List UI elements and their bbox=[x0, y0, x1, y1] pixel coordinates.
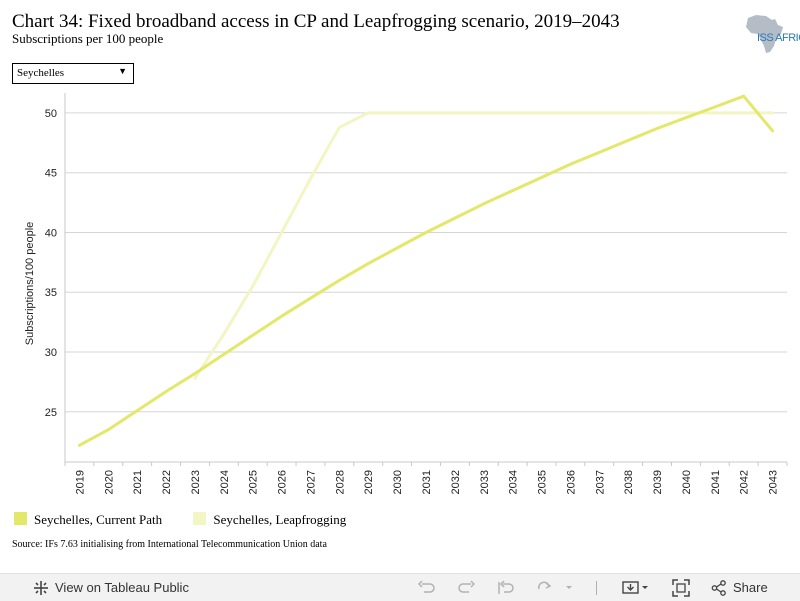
x-tick-label: 2027 bbox=[305, 470, 317, 494]
dropdown-selected-value: Seychelles bbox=[17, 67, 65, 79]
chart-subtitle: Subscriptions per 100 people bbox=[12, 31, 164, 46]
legend: Seychelles, Current Path Seychelles, Lea… bbox=[14, 512, 374, 530]
x-tick-label: 2028 bbox=[334, 470, 346, 494]
share-label: Share bbox=[733, 580, 768, 595]
x-tick-label: 2039 bbox=[652, 470, 664, 494]
view-on-tableau-label: View on Tableau Public bbox=[55, 580, 189, 595]
x-tick-label: 2031 bbox=[421, 470, 433, 494]
x-tick-label: 2029 bbox=[363, 470, 375, 494]
y-tick-label: 45 bbox=[45, 168, 57, 180]
fullscreen-icon bbox=[672, 579, 690, 597]
logo-text: ISS AFRICA bbox=[757, 32, 800, 44]
toolbar-divider bbox=[596, 581, 597, 595]
country-filter-dropdown[interactable]: Seychelles ▼ bbox=[12, 63, 134, 84]
line-chart: 25 30 35 40 45 50 2019 2020 2021 2022 2023 2024 2025… bbox=[24, 93, 788, 494]
x-tick-label: 2037 bbox=[594, 470, 606, 494]
x-tick-label: 2034 bbox=[508, 470, 520, 494]
redo-icon bbox=[457, 580, 475, 596]
legend-label: Seychelles, Current Path bbox=[34, 512, 163, 527]
y-tick-label: 30 bbox=[45, 347, 57, 359]
tableau-toolbar: View on Tableau Public Share bbox=[0, 573, 800, 601]
y-tick-label: 50 bbox=[45, 108, 57, 120]
x-tick-label: 2032 bbox=[450, 470, 462, 494]
chart-title: Chart 34: Fixed broadband access in CP a… bbox=[12, 11, 620, 32]
x-tick-label: 2025 bbox=[248, 470, 260, 494]
legend-swatch bbox=[193, 512, 207, 525]
undo-icon bbox=[418, 580, 436, 596]
iss-africa-logo bbox=[742, 12, 800, 54]
x-tick-label: 2022 bbox=[161, 470, 173, 494]
x-tick-label: 2043 bbox=[768, 470, 780, 494]
refresh-icon bbox=[536, 580, 574, 596]
tableau-icon bbox=[33, 580, 49, 596]
share-icon bbox=[711, 580, 727, 596]
x-tick-label: 2036 bbox=[565, 470, 577, 494]
x-tick-label: 2042 bbox=[739, 470, 751, 494]
x-tick-label: 2033 bbox=[479, 470, 491, 494]
y-tick-label: 25 bbox=[45, 407, 57, 419]
x-tick-label: 2024 bbox=[219, 470, 231, 494]
x-tick-label: 2020 bbox=[103, 470, 115, 494]
series-line-leapfrogging bbox=[193, 111, 775, 380]
legend-swatch bbox=[14, 512, 27, 525]
legend-item-current-path[interactable]: Seychelles, Current Path bbox=[14, 512, 162, 528]
revert-icon bbox=[497, 580, 515, 596]
source-note: Source: IFs 7.63 initialising from Inter… bbox=[12, 539, 327, 550]
x-tick-label: 2041 bbox=[710, 470, 722, 494]
x-tick-label: 2026 bbox=[277, 470, 289, 494]
y-axis-title: Subscriptions/100 people bbox=[24, 222, 36, 346]
y-tick-label: 40 bbox=[45, 227, 57, 239]
x-tick-label: 2021 bbox=[132, 470, 144, 494]
africa-map-icon bbox=[746, 15, 783, 53]
x-tick-label: 2038 bbox=[623, 470, 635, 494]
y-tick-label: 35 bbox=[45, 287, 57, 299]
download-icon bbox=[622, 580, 652, 596]
x-tick-label: 2030 bbox=[392, 470, 404, 494]
x-tick-label: 2040 bbox=[681, 470, 693, 494]
chevron-down-icon: ▼ bbox=[118, 66, 127, 76]
series-line-current-path bbox=[77, 94, 775, 447]
x-tick-label: 2023 bbox=[190, 470, 202, 494]
legend-label: Seychelles, Leapfrogging bbox=[213, 512, 347, 527]
x-tick-label: 2019 bbox=[74, 470, 86, 494]
x-tick-label: 2035 bbox=[537, 470, 549, 494]
legend-item-leapfrogging[interactable]: Seychelles, Leapfrogging bbox=[193, 512, 346, 528]
